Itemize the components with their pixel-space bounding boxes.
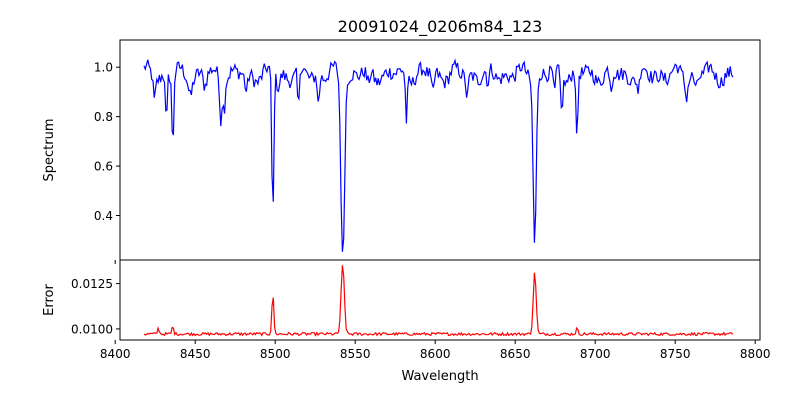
- error-y-tick-label: 0.0100: [71, 322, 113, 336]
- spectrum-series-line: [143, 58, 734, 252]
- error-y-tick-label: 0.0125: [71, 277, 113, 291]
- x-tick-label: 8450: [180, 347, 211, 361]
- error-panel: 0.0100 0.0125 8400 8450 8500 8550 8600 8650 870…: [42, 259, 771, 384]
- x-tick-label: 8700: [580, 347, 611, 361]
- error-y-axis: 0.0100 0.0125: [71, 277, 120, 336]
- error-y-label: Error: [42, 284, 57, 316]
- x-axis-label: Wavelength: [401, 369, 478, 384]
- x-tick-label: 8750: [660, 347, 691, 361]
- chart-title: 20091024_0206m84_123: [338, 17, 543, 37]
- spectrum-panel: 0.4 0.6 0.8 1.0 Spectrum: [42, 39, 761, 264]
- spectrum-y-label: Spectrum: [42, 119, 57, 182]
- spectrum-y-tick-label: 0.4: [94, 209, 113, 223]
- x-tick-label: 8500: [260, 347, 291, 361]
- spectrum-y-tick-label: 0.6: [94, 160, 113, 174]
- x-tick-label: 8600: [420, 347, 451, 361]
- x-tick-label: 8800: [740, 347, 771, 361]
- spectrum-y-axis: 0.4 0.6 0.8 1.0: [94, 61, 120, 223]
- spectrum-y-tick-label: 1.0: [94, 61, 113, 75]
- x-tick-label: 8550: [340, 347, 371, 361]
- error-x-axis: 8400 8450 8500 8550 8600 8650 8700 8750 8800: [100, 340, 771, 361]
- x-tick-label: 8400: [100, 347, 131, 361]
- error-plot-frame: [119, 259, 761, 341]
- x-tick-label: 8650: [500, 347, 531, 361]
- error-series-line: [143, 265, 734, 337]
- spectrum-y-tick-label: 0.8: [94, 110, 113, 124]
